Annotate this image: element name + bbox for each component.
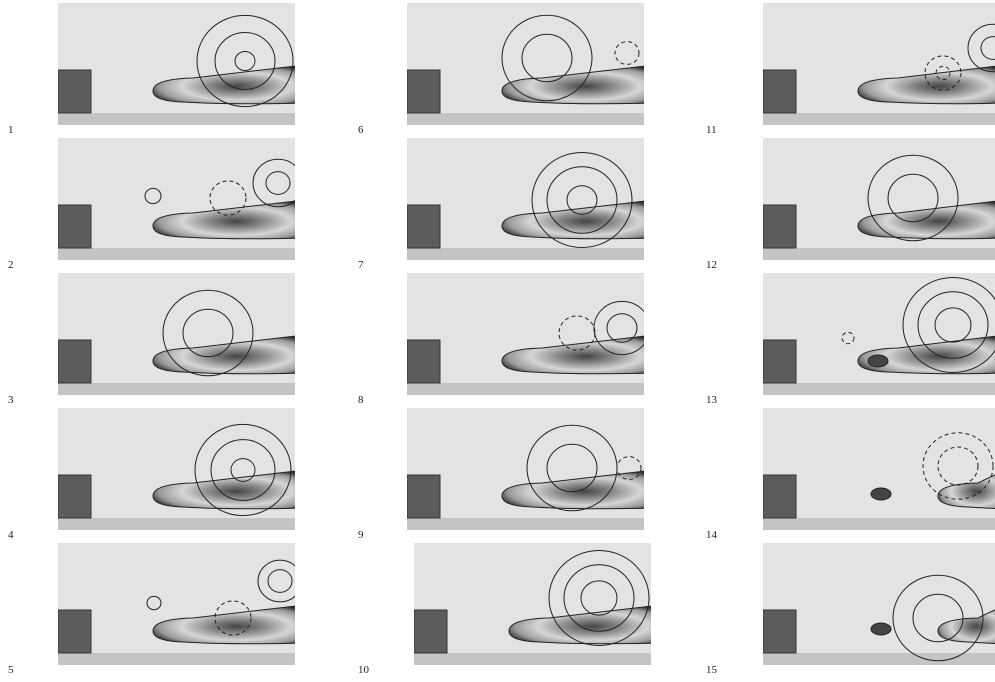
panel bbox=[407, 273, 654, 395]
floor bbox=[58, 113, 295, 125]
block bbox=[763, 70, 796, 113]
block bbox=[407, 475, 440, 518]
floor bbox=[407, 113, 644, 125]
block bbox=[58, 70, 91, 113]
panel-label: 10 bbox=[358, 664, 370, 676]
floor bbox=[763, 383, 995, 395]
block bbox=[763, 475, 796, 518]
panel-bg bbox=[407, 3, 644, 125]
block bbox=[58, 610, 91, 653]
block bbox=[58, 340, 91, 383]
panel-label: 2 bbox=[8, 259, 14, 271]
panel bbox=[763, 408, 995, 530]
block bbox=[407, 340, 440, 383]
panel bbox=[58, 138, 305, 260]
block bbox=[414, 610, 447, 653]
panel bbox=[763, 543, 995, 665]
floor bbox=[58, 518, 295, 530]
panel bbox=[58, 543, 305, 665]
panel-bg bbox=[763, 138, 995, 260]
panel-label: 12 bbox=[706, 259, 717, 271]
floor bbox=[763, 248, 995, 260]
block bbox=[58, 475, 91, 518]
floor bbox=[407, 383, 644, 395]
floor bbox=[407, 518, 644, 530]
panel bbox=[407, 3, 654, 125]
block bbox=[763, 340, 796, 383]
block bbox=[763, 610, 796, 653]
panel bbox=[58, 273, 305, 395]
floor bbox=[58, 653, 295, 665]
figure: 123456789101112131415 bbox=[0, 0, 995, 682]
panel-label: 8 bbox=[358, 394, 364, 406]
panel-bg bbox=[763, 408, 995, 530]
block bbox=[763, 205, 796, 248]
block bbox=[58, 205, 91, 248]
panel-bg bbox=[58, 543, 295, 665]
panel bbox=[763, 138, 995, 260]
floor bbox=[763, 113, 995, 125]
panel-bg bbox=[58, 273, 295, 395]
panel-label: 15 bbox=[706, 664, 718, 676]
floor bbox=[407, 248, 644, 260]
panel bbox=[58, 3, 305, 125]
panel-bg bbox=[763, 543, 995, 665]
panel-label: 13 bbox=[706, 394, 718, 406]
panel-label: 5 bbox=[8, 664, 14, 676]
panel bbox=[407, 408, 654, 530]
floor bbox=[763, 518, 995, 530]
blob-small bbox=[871, 623, 891, 635]
panel-label: 7 bbox=[358, 259, 364, 271]
panel bbox=[763, 3, 995, 125]
panel-bg bbox=[763, 273, 995, 395]
panel-label: 11 bbox=[706, 124, 717, 136]
panel bbox=[407, 138, 654, 260]
panel bbox=[58, 408, 305, 530]
panel-bg bbox=[58, 3, 295, 125]
blob-small bbox=[868, 355, 888, 367]
floor bbox=[414, 653, 651, 665]
panel-label: 3 bbox=[8, 394, 14, 406]
floor bbox=[58, 248, 295, 260]
panel-label: 14 bbox=[706, 529, 718, 541]
floor bbox=[58, 383, 295, 395]
panel-bg bbox=[763, 3, 995, 125]
panel-bg bbox=[407, 138, 644, 260]
blob-small bbox=[871, 488, 891, 500]
panel-label: 1 bbox=[8, 124, 14, 136]
panel-label: 6 bbox=[358, 124, 364, 136]
panel-bg bbox=[58, 408, 295, 530]
panel-bg bbox=[407, 408, 644, 530]
panel bbox=[414, 543, 661, 665]
panel bbox=[763, 273, 995, 395]
block bbox=[407, 70, 440, 113]
panel-label: 9 bbox=[358, 529, 364, 541]
block bbox=[407, 205, 440, 248]
panel-label: 4 bbox=[8, 529, 14, 541]
